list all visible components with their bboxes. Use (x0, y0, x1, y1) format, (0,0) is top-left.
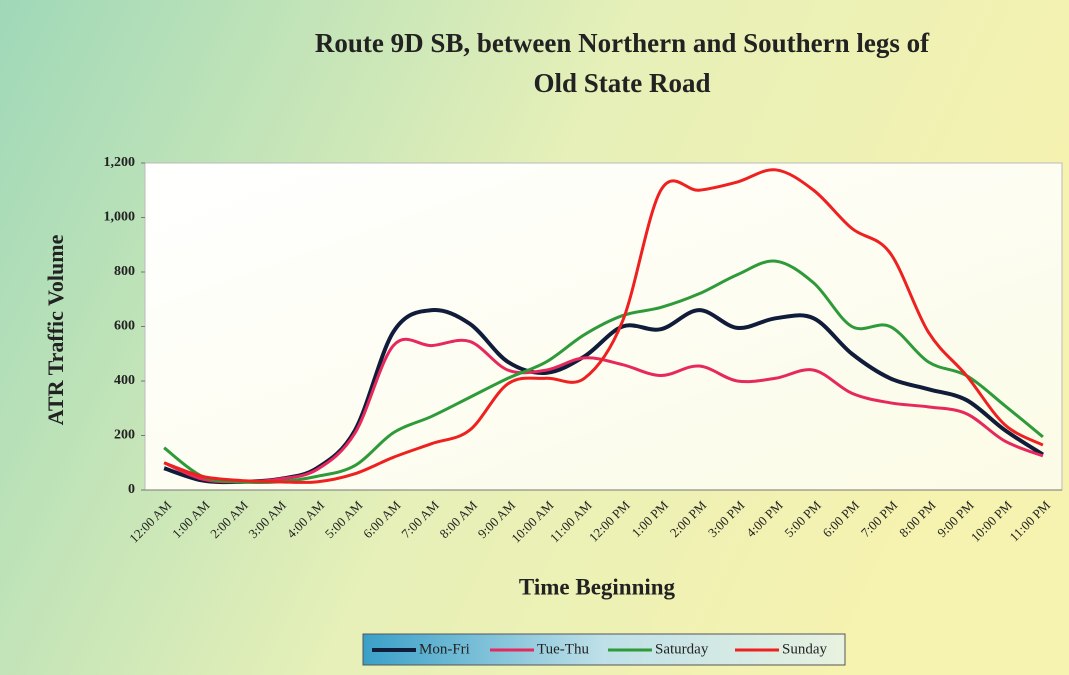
y-axis-label: ATR Traffic Volume (43, 234, 68, 425)
x-axis-label: Time Beginning (519, 574, 676, 599)
chart-title: Route 9D SB, between Northern and Southe… (315, 28, 930, 98)
y-tick-label: 1,000 (104, 210, 136, 225)
legend-label: Sunday (782, 641, 828, 657)
series-line (163, 337, 1044, 484)
y-tick-label: 600 (114, 319, 135, 334)
legend-label: Tue-Thu (537, 641, 589, 657)
y-tick-label: 200 (114, 428, 135, 443)
y-tick-label: 1,200 (104, 155, 136, 170)
y-tick-label: 0 (128, 482, 135, 497)
legend-label: Saturday (655, 641, 709, 657)
legend-label: Mon-Fri (419, 641, 470, 657)
series-line (163, 259, 1044, 485)
y-tick-label: 400 (114, 373, 135, 388)
y-tick-label: 800 (114, 264, 135, 279)
series-line (163, 168, 1044, 484)
plot-area (144, 162, 1063, 491)
